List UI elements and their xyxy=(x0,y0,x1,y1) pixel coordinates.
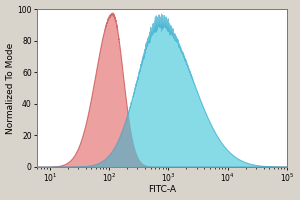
Y-axis label: Normalized To Mode: Normalized To Mode xyxy=(6,42,15,134)
X-axis label: FITC-A: FITC-A xyxy=(148,185,176,194)
